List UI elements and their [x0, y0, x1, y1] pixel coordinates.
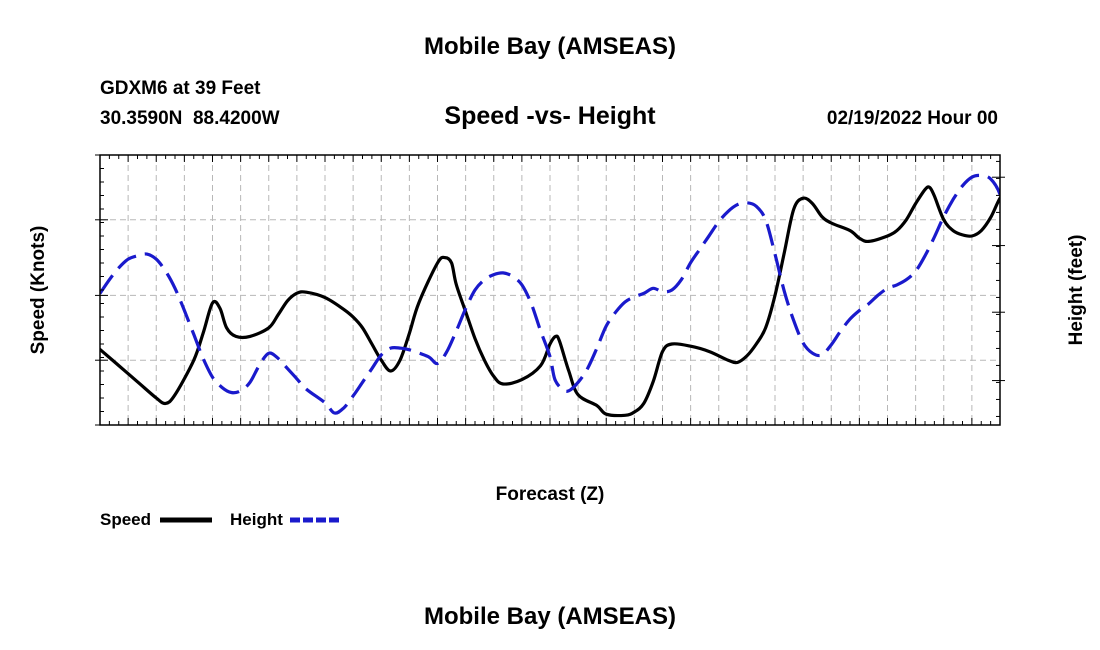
series-line-speed: [100, 185, 1000, 418]
legend: Speed Height: [100, 510, 342, 529]
series-line-height: [100, 173, 1000, 415]
x-axis-label: Forecast (Z): [496, 484, 605, 505]
page-title: Mobile Bay (AMSEAS): [424, 33, 676, 60]
ticks: [95, 154, 1005, 426]
y-axis-label-left: Speed (Knots): [28, 226, 49, 355]
y-axis-label-right: Height (feet): [1066, 235, 1087, 346]
series-layer: [100, 173, 1000, 418]
legend-speed-label: Speed: [100, 510, 151, 529]
station-coords: 30.3590N 88.4200W: [100, 108, 280, 129]
station-name-depth: GDXM6 at 39 Feet: [100, 78, 261, 99]
chart-datetime: 02/19/2022 Hour 00: [827, 108, 998, 129]
grid: [100, 155, 1000, 425]
page-title-repeat: Mobile Bay (AMSEAS): [424, 603, 676, 630]
legend-height-label: Height: [230, 510, 283, 529]
chart-title: Speed -vs- Height: [444, 102, 656, 130]
